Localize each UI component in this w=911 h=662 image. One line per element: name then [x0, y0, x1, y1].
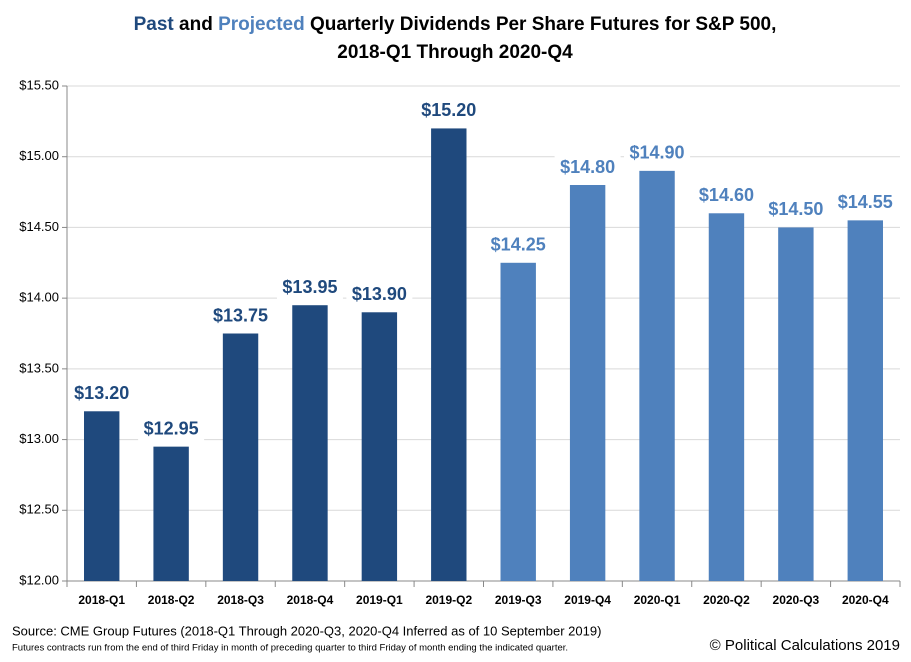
- y-tick-label: $14.50: [19, 219, 59, 234]
- bar: [708, 213, 745, 582]
- value-label-bg: [138, 416, 205, 441]
- y-tick-label: $14.00: [19, 290, 59, 305]
- x-tick-label: 2020-Q3: [773, 593, 820, 607]
- value-label: $14.80: [560, 157, 615, 177]
- value-label: $13.20: [74, 383, 129, 403]
- value-label: $13.95: [282, 277, 337, 297]
- note: Futures contracts run from the end of th…: [12, 643, 568, 654]
- bar: [500, 262, 536, 581]
- x-tick-label: 2019-Q3: [495, 593, 542, 607]
- x-tick-label: 2019-Q1: [356, 593, 403, 607]
- x-tick-label: 2018-Q4: [287, 593, 334, 607]
- bar: [292, 305, 328, 581]
- value-label-bg: [554, 155, 621, 179]
- value-label-bg: [346, 282, 413, 307]
- value-label: $13.75: [213, 305, 268, 325]
- value-label-bg: [832, 190, 899, 215]
- value-label-bg: [624, 140, 691, 165]
- title-segment: Quarterly Dividends Per Share Futures fo…: [305, 14, 777, 35]
- x-tick-label: 2018-Q2: [148, 593, 195, 607]
- bar: [431, 128, 467, 581]
- y-tick-label: $12.00: [19, 572, 59, 587]
- source: Source: CME Group Futures (2018-Q1 Throu…: [12, 623, 601, 638]
- chart-title: Past and Projected Quarterly Dividends P…: [134, 14, 777, 35]
- x-tick-label: 2018-Q3: [217, 593, 264, 607]
- bar: [639, 170, 675, 581]
- x-tick-label: 2019-Q2: [425, 593, 472, 607]
- chart-title-line2: 2018-Q1 Through 2020-Q4: [337, 42, 573, 63]
- value-label-bg: [415, 98, 482, 123]
- y-tick-label: $15.50: [19, 77, 59, 92]
- value-label: $12.95: [144, 418, 199, 438]
- value-label-bg: [276, 275, 343, 300]
- value-label: $14.50: [768, 199, 823, 219]
- y-tick-label: $15.00: [19, 148, 59, 163]
- value-label-bg: [485, 232, 552, 257]
- value-label: $14.90: [630, 143, 685, 163]
- x-tick-label: 2020-Q2: [703, 593, 750, 607]
- value-label: $14.55: [838, 192, 893, 212]
- credit: © Political Calculations 2019: [710, 637, 900, 654]
- bar: [84, 411, 120, 581]
- value-label-bg: [207, 303, 274, 328]
- x-tick-label: 2020-Q4: [842, 593, 889, 607]
- x-tick-label: 2019-Q4: [564, 593, 611, 607]
- value-label-bg: [68, 381, 135, 406]
- y-tick-label: $13.00: [19, 431, 59, 446]
- title-segment: and: [174, 14, 218, 35]
- value-label: $14.60: [699, 185, 754, 205]
- x-tick-label: 2020-Q1: [634, 593, 681, 607]
- bar: [569, 185, 606, 581]
- x-tick-label: 2018-Q1: [78, 593, 125, 607]
- title-segment: Past: [134, 14, 175, 35]
- bar: [778, 227, 814, 581]
- bar: [222, 333, 259, 581]
- value-label: $14.25: [491, 235, 546, 255]
- value-label-bg: [762, 197, 829, 222]
- bar: [153, 446, 189, 581]
- y-tick-label: $13.50: [19, 360, 59, 375]
- value-label: $13.90: [352, 284, 407, 304]
- value-label-bg: [693, 183, 760, 208]
- title-segment: Projected: [218, 14, 305, 35]
- value-label: $15.20: [421, 100, 476, 120]
- y-tick-label: $12.50: [19, 502, 59, 517]
- bar: [361, 312, 398, 581]
- bar: [847, 220, 883, 581]
